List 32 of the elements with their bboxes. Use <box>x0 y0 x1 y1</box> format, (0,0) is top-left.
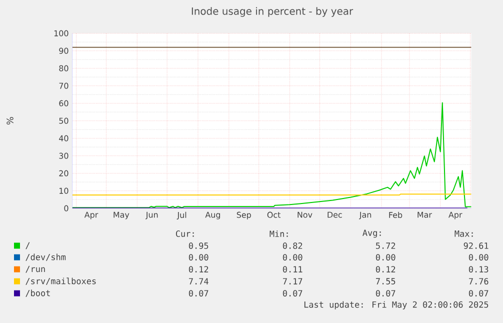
text: 7.55 <box>376 278 396 284</box>
text: 0.00 <box>468 254 488 261</box>
text: 0.00 <box>376 254 396 261</box>
text: 92.61 <box>464 242 488 249</box>
text: 7.74 <box>188 278 208 284</box>
text: 0.07 <box>468 290 488 297</box>
legend-label: /dev/shm <box>26 254 66 261</box>
text: 0.11 <box>282 266 302 273</box>
text: 0.95 <box>188 242 208 249</box>
text: 7.76 <box>468 278 488 285</box>
legend-label: /boot <box>26 290 50 297</box>
legend-label: /run <box>26 266 45 273</box>
text: 0.12 <box>376 266 396 273</box>
text: 0.07 <box>282 290 302 297</box>
text: 7.17 <box>282 278 302 284</box>
legend-label: / <box>26 242 30 250</box>
text: 0.82 <box>282 242 302 249</box>
text: 0.00 <box>188 254 208 261</box>
text: Max: <box>454 230 473 237</box>
text: 0.00 <box>282 254 302 261</box>
text: 0.13 <box>468 266 488 273</box>
chart-title: Inode usage in percent - by year <box>192 7 354 17</box>
text: Cur: <box>176 230 194 237</box>
text: Min: <box>270 230 288 237</box>
text: 5.72 <box>376 242 396 249</box>
text: 0.12 <box>188 266 208 273</box>
text: Avg: <box>362 230 381 238</box>
y-axis-title: % <box>6 117 14 125</box>
text: 0.07 <box>188 290 208 297</box>
text: 0.07 <box>376 290 396 297</box>
text: Last update: Fri May 2 02:00:06 2025 <box>304 301 488 310</box>
legend-label: /srv/mailboxes <box>26 278 96 285</box>
